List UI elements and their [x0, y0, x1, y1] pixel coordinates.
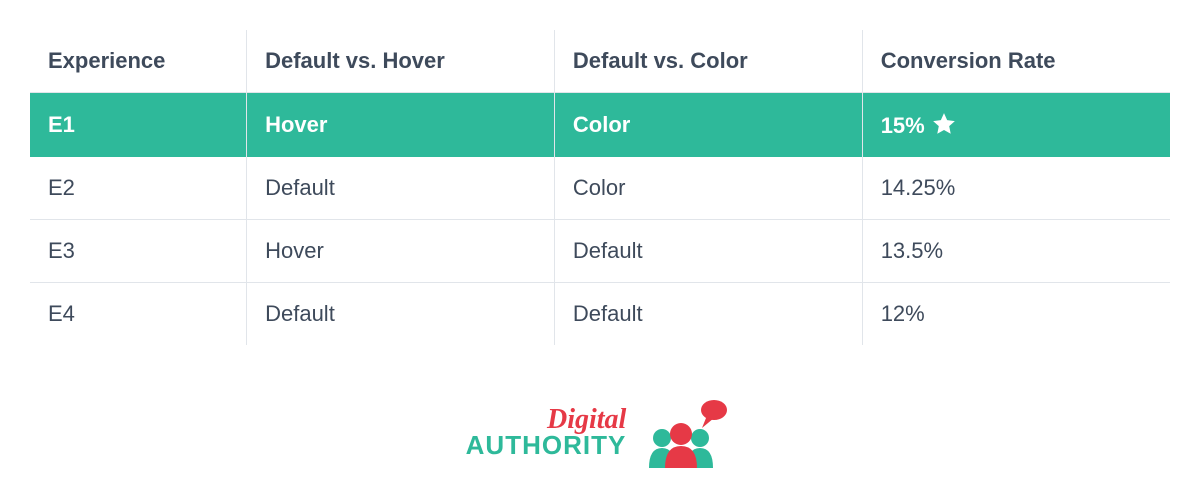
table-cell: Color [554, 157, 862, 220]
table-header-row: ExperienceDefault vs. HoverDefault vs. C… [30, 30, 1170, 93]
table-body: E1HoverColor15%E2DefaultColor14.25%E3Hov… [30, 93, 1170, 346]
table-row: E2DefaultColor14.25% [30, 157, 1170, 220]
table-cell: E4 [30, 283, 247, 346]
table-row: E1HoverColor15% [30, 93, 1170, 158]
brand-logo-line2: AUTHORITY [466, 433, 627, 458]
table-cell: 15% [862, 93, 1170, 158]
column-header: Default vs. Color [554, 30, 862, 93]
table-cell: Default [554, 283, 862, 346]
table-row: E4DefaultDefault12% [30, 283, 1170, 346]
table-cell: E1 [30, 93, 247, 158]
table-cell: Default [554, 220, 862, 283]
table-row: E3HoverDefault13.5% [30, 220, 1170, 283]
table-cell: Default [247, 157, 555, 220]
table-cell: E3 [30, 220, 247, 283]
table-cell: Hover [247, 93, 555, 158]
table-cell: Color [554, 93, 862, 158]
table-cell: Hover [247, 220, 555, 283]
people-speech-icon [644, 398, 734, 468]
column-header: Experience [30, 30, 247, 93]
star-icon [931, 111, 957, 137]
conversion-table: ExperienceDefault vs. HoverDefault vs. C… [30, 30, 1170, 345]
table-cell: E2 [30, 157, 247, 220]
brand-logo-text: Digital AUTHORITY [466, 407, 627, 458]
column-header: Default vs. Hover [247, 30, 555, 93]
brand-logo: Digital AUTHORITY [30, 345, 1170, 500]
table-cell: 12% [862, 283, 1170, 346]
column-header: Conversion Rate [862, 30, 1170, 93]
table-cell: 13.5% [862, 220, 1170, 283]
table-cell: 14.25% [862, 157, 1170, 220]
table-cell: Default [247, 283, 555, 346]
brand-logo-line1: Digital [466, 407, 627, 434]
